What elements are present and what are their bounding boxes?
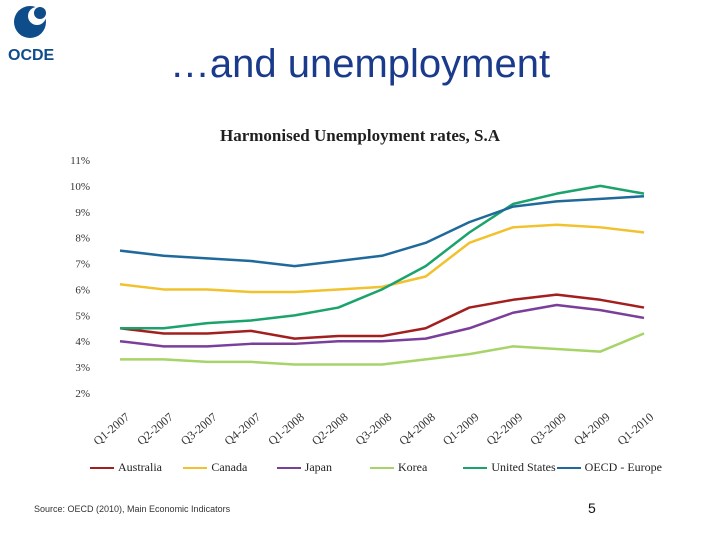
oecd-logo: OCDE: [8, 6, 55, 64]
source-note: Source: OECD (2010), Main Economic Indic…: [34, 504, 231, 514]
legend-swatch: [276, 467, 301, 469]
series-line-korea: [120, 332, 645, 366]
y-tick-label: 7%: [75, 259, 90, 271]
page-number: 5: [588, 500, 596, 516]
legend-label: Canada: [211, 460, 248, 474]
series-line-australia: [119, 293, 645, 340]
legend-swatch: [370, 467, 394, 469]
series-line-japan: [119, 303, 645, 348]
series-line-oecd-europe: [119, 194, 645, 268]
y-tick-label: 11%: [70, 155, 90, 167]
x-tick-label: Q3-2008: [353, 410, 395, 448]
y-tick-label: 10%: [70, 181, 90, 193]
x-tick-label: Q4-2009: [571, 410, 613, 448]
series-lines: [119, 184, 645, 366]
slide-title: …and unemployment: [169, 42, 551, 86]
legend-label: Korea: [398, 460, 428, 474]
svg-text:OCDE: OCDE: [8, 47, 55, 64]
x-tick-label: Q4-2007: [222, 410, 264, 448]
y-tick-label: 3%: [75, 362, 90, 374]
legend-label: Japan: [304, 460, 332, 474]
legend-swatch: [556, 467, 581, 469]
legend-swatch: [463, 467, 488, 469]
x-tick-label: Q1-2008: [265, 410, 307, 448]
y-tick-label: 9%: [75, 207, 90, 219]
chart-title: Harmonised Unemployment rates, S.A: [219, 126, 500, 145]
series-line-canada: [119, 223, 645, 294]
legend-label: OECD - Europe: [584, 460, 662, 474]
y-tick-label: 4%: [75, 336, 90, 348]
x-tick-label: Q2-2007: [134, 410, 176, 448]
y-tick-label: 6%: [75, 284, 90, 296]
legend-label: Australia: [118, 460, 162, 474]
y-tick-label: 2%: [75, 388, 90, 400]
x-tick-label: Q3-2009: [527, 410, 569, 448]
series-line-united-states: [120, 184, 645, 330]
legend-swatch: [90, 467, 114, 469]
x-tick-label: Q1-2009: [440, 410, 482, 448]
x-tick-label: Q2-2009: [484, 410, 526, 448]
x-axis: Q1-2007 Q2-2007 Q3-2007 Q4-2007 Q1-2008 Q2-20…: [91, 410, 657, 448]
chart-legend: Australia Canada Japan Korea United States OE…: [90, 460, 662, 476]
legend-swatch: [183, 467, 208, 469]
y-tick-label: 5%: [75, 310, 90, 322]
y-tick-label: 8%: [75, 233, 90, 245]
x-tick-label: Q3-2007: [178, 410, 220, 448]
x-tick-label: Q1-2010: [615, 410, 657, 448]
x-tick-label: Q1-2007: [91, 410, 133, 448]
x-tick-label: Q2-2008: [309, 410, 351, 448]
x-tick-label: Q4-2008: [396, 410, 438, 448]
y-axis: 11% 10% 9% 8% 7% 6% 5% 4% 3% 2%: [70, 155, 90, 400]
legend-label: United States: [491, 460, 556, 474]
